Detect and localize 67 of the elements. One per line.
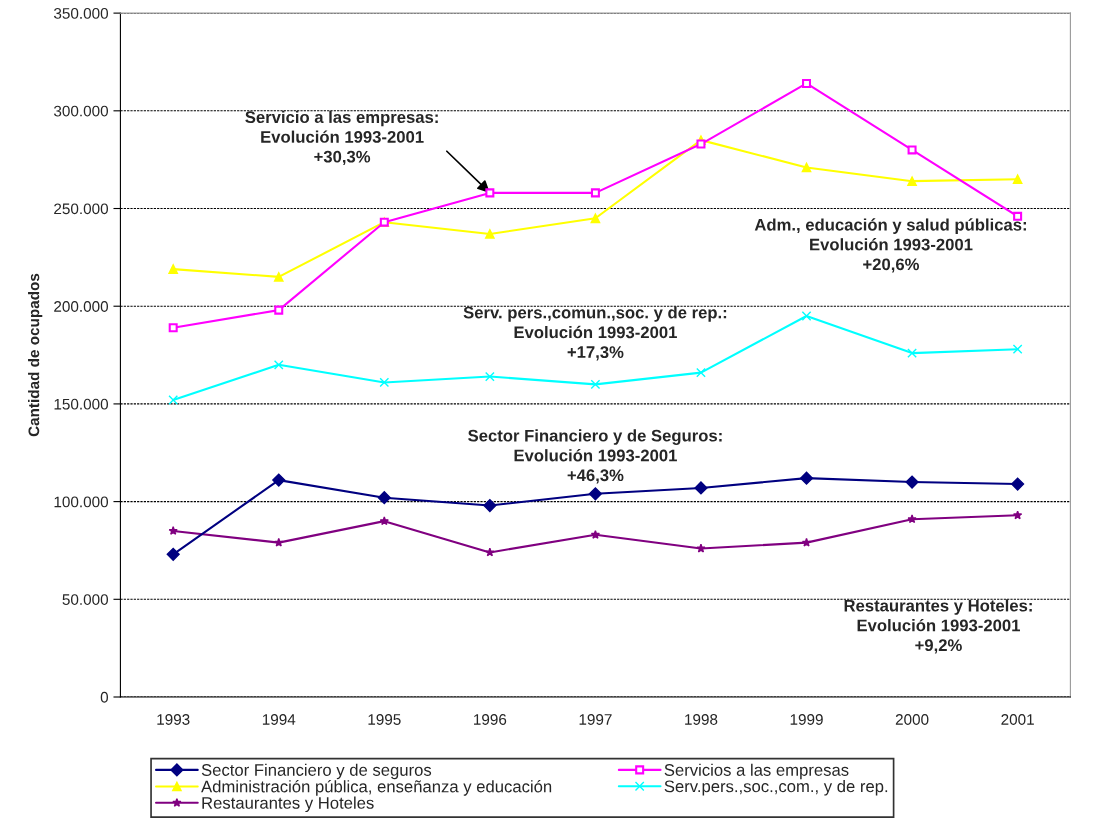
y-tick-label: 100.000 <box>54 496 109 508</box>
legend-label: Administración pública, enseñanza y educación <box>201 780 552 796</box>
y-tick-label: 350.000 <box>53 7 109 19</box>
point <box>379 516 389 526</box>
point <box>485 547 495 557</box>
point <box>696 367 706 378</box>
x-tick-label: 1995 <box>368 714 401 725</box>
y-tick-label: 50.000 <box>62 594 109 605</box>
legend-label: Serv.pers.,soc.,com., y de rep. <box>664 780 888 796</box>
point <box>1011 477 1025 491</box>
y-tick-label: 250.000 <box>54 203 109 215</box>
annotation: Servicio a las empresas: Evolución 1993-2001 +30,3% <box>245 110 438 165</box>
point <box>1012 174 1023 185</box>
point <box>907 145 917 155</box>
y-tick-label: 200.000 <box>54 301 109 312</box>
point <box>590 188 600 198</box>
point <box>1012 344 1023 355</box>
y-tick-label: 0 <box>100 691 109 703</box>
legend-label: Restaurantes y Hoteles <box>202 796 374 813</box>
point <box>802 78 812 88</box>
point <box>590 379 601 390</box>
point <box>274 305 284 315</box>
point <box>590 213 601 224</box>
point <box>379 377 390 388</box>
point <box>588 487 602 501</box>
point <box>272 473 286 487</box>
y-tick-label: 300.000 <box>53 105 109 117</box>
point <box>799 471 814 485</box>
point <box>907 176 917 187</box>
x-tick-label: 1997 <box>579 714 612 725</box>
x-tick-label: 2001 <box>1001 714 1034 725</box>
point <box>273 359 284 370</box>
annotation: Restaurantes y Hoteles: Evolución 1993-2001 +9,2% <box>844 599 1032 654</box>
point <box>484 229 495 239</box>
x-tick-label: 1998 <box>685 714 718 725</box>
point <box>1012 510 1023 520</box>
point <box>168 323 178 333</box>
annotation: Sector Financiero y de Seguros: Evolución 1993-2001 +46,3% <box>468 429 722 484</box>
x-tick-label: 1994 <box>262 714 296 725</box>
x-tick-label: 1993 <box>157 714 190 725</box>
annotation: Serv. pers.,comun.,soc. y de rep.: Evolución 1993-2001 +17,3% <box>463 306 727 361</box>
y-tick-label: 150.000 <box>54 398 109 410</box>
point <box>483 498 497 513</box>
point <box>485 188 495 198</box>
x-tick-label: 1999 <box>790 714 823 725</box>
point <box>168 526 178 535</box>
annotation: Adm., educación y salud públicas: Evolución 1993-2001 +20,6% <box>754 218 1026 273</box>
point <box>273 272 284 282</box>
x-tick-label: 1996 <box>474 714 507 725</box>
point <box>801 162 812 173</box>
point <box>907 348 917 358</box>
legend-label: Sector Financiero y de seguros <box>201 763 432 780</box>
point <box>905 475 919 489</box>
point <box>696 139 706 149</box>
x-tick-label: 2000 <box>895 714 929 725</box>
point <box>801 537 812 547</box>
point <box>694 481 708 495</box>
point <box>168 395 179 405</box>
legend-label: Servicios a las empresas <box>664 763 849 780</box>
point <box>801 311 812 321</box>
point <box>166 547 180 561</box>
point <box>377 491 391 505</box>
y-axis-title: Cantidad de ocupados <box>28 273 43 437</box>
point <box>907 514 917 524</box>
point <box>168 264 179 274</box>
point <box>590 529 601 539</box>
point <box>484 371 495 382</box>
